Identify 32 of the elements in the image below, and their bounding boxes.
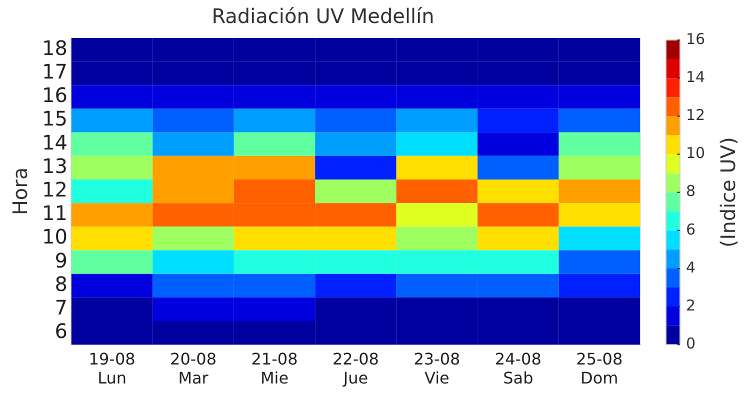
x-tick-label: 20-08 Mar: [170, 349, 217, 388]
chart-title: Radiación UV Medellín: [212, 4, 434, 28]
color-bar-label: 12: [686, 106, 706, 124]
y-axis-title: Hora: [8, 167, 32, 216]
y-tick-label: 7: [54, 295, 68, 320]
x-tick-label: 19-08 Lun: [88, 349, 136, 388]
color-bar-label: 0: [686, 334, 696, 352]
y-tick-label: 13: [42, 154, 68, 178]
y-tick-label: 12: [42, 178, 68, 202]
y-tick-label: 9: [54, 248, 68, 272]
y-tick-label: 6: [54, 319, 68, 344]
x-tick-label: 23-08 Vie: [414, 349, 460, 388]
color-bar-label: 14: [686, 68, 706, 86]
x-tick-label: 22-08 Jue: [332, 349, 379, 388]
y-tick-label: 18: [42, 36, 68, 60]
x-tick-label: 24-08 Sab: [494, 349, 542, 388]
y-tick-label: 17: [42, 60, 68, 84]
y-tick-label: 10: [42, 224, 68, 249]
y-tick-label: 16: [42, 83, 68, 108]
color-bar-label: 10: [686, 144, 706, 162]
x-tick-label: 25-08 Dom: [576, 349, 623, 388]
color-bar-label: 6: [686, 220, 696, 238]
x-tick-label: 21-08 Mie: [251, 349, 298, 388]
y-tick-label: 11: [42, 201, 68, 226]
color-bar-label: 8: [686, 182, 696, 200]
color-bar-title: (Indice UV): [716, 137, 740, 248]
y-tick-label: 8: [54, 272, 68, 296]
y-tick-label: 14: [42, 130, 68, 154]
y-tick-label: 15: [42, 106, 68, 131]
color-bar-label: 4: [686, 258, 696, 276]
color-bar-label: 16: [686, 30, 706, 48]
color-bar-label: 2: [686, 296, 696, 314]
